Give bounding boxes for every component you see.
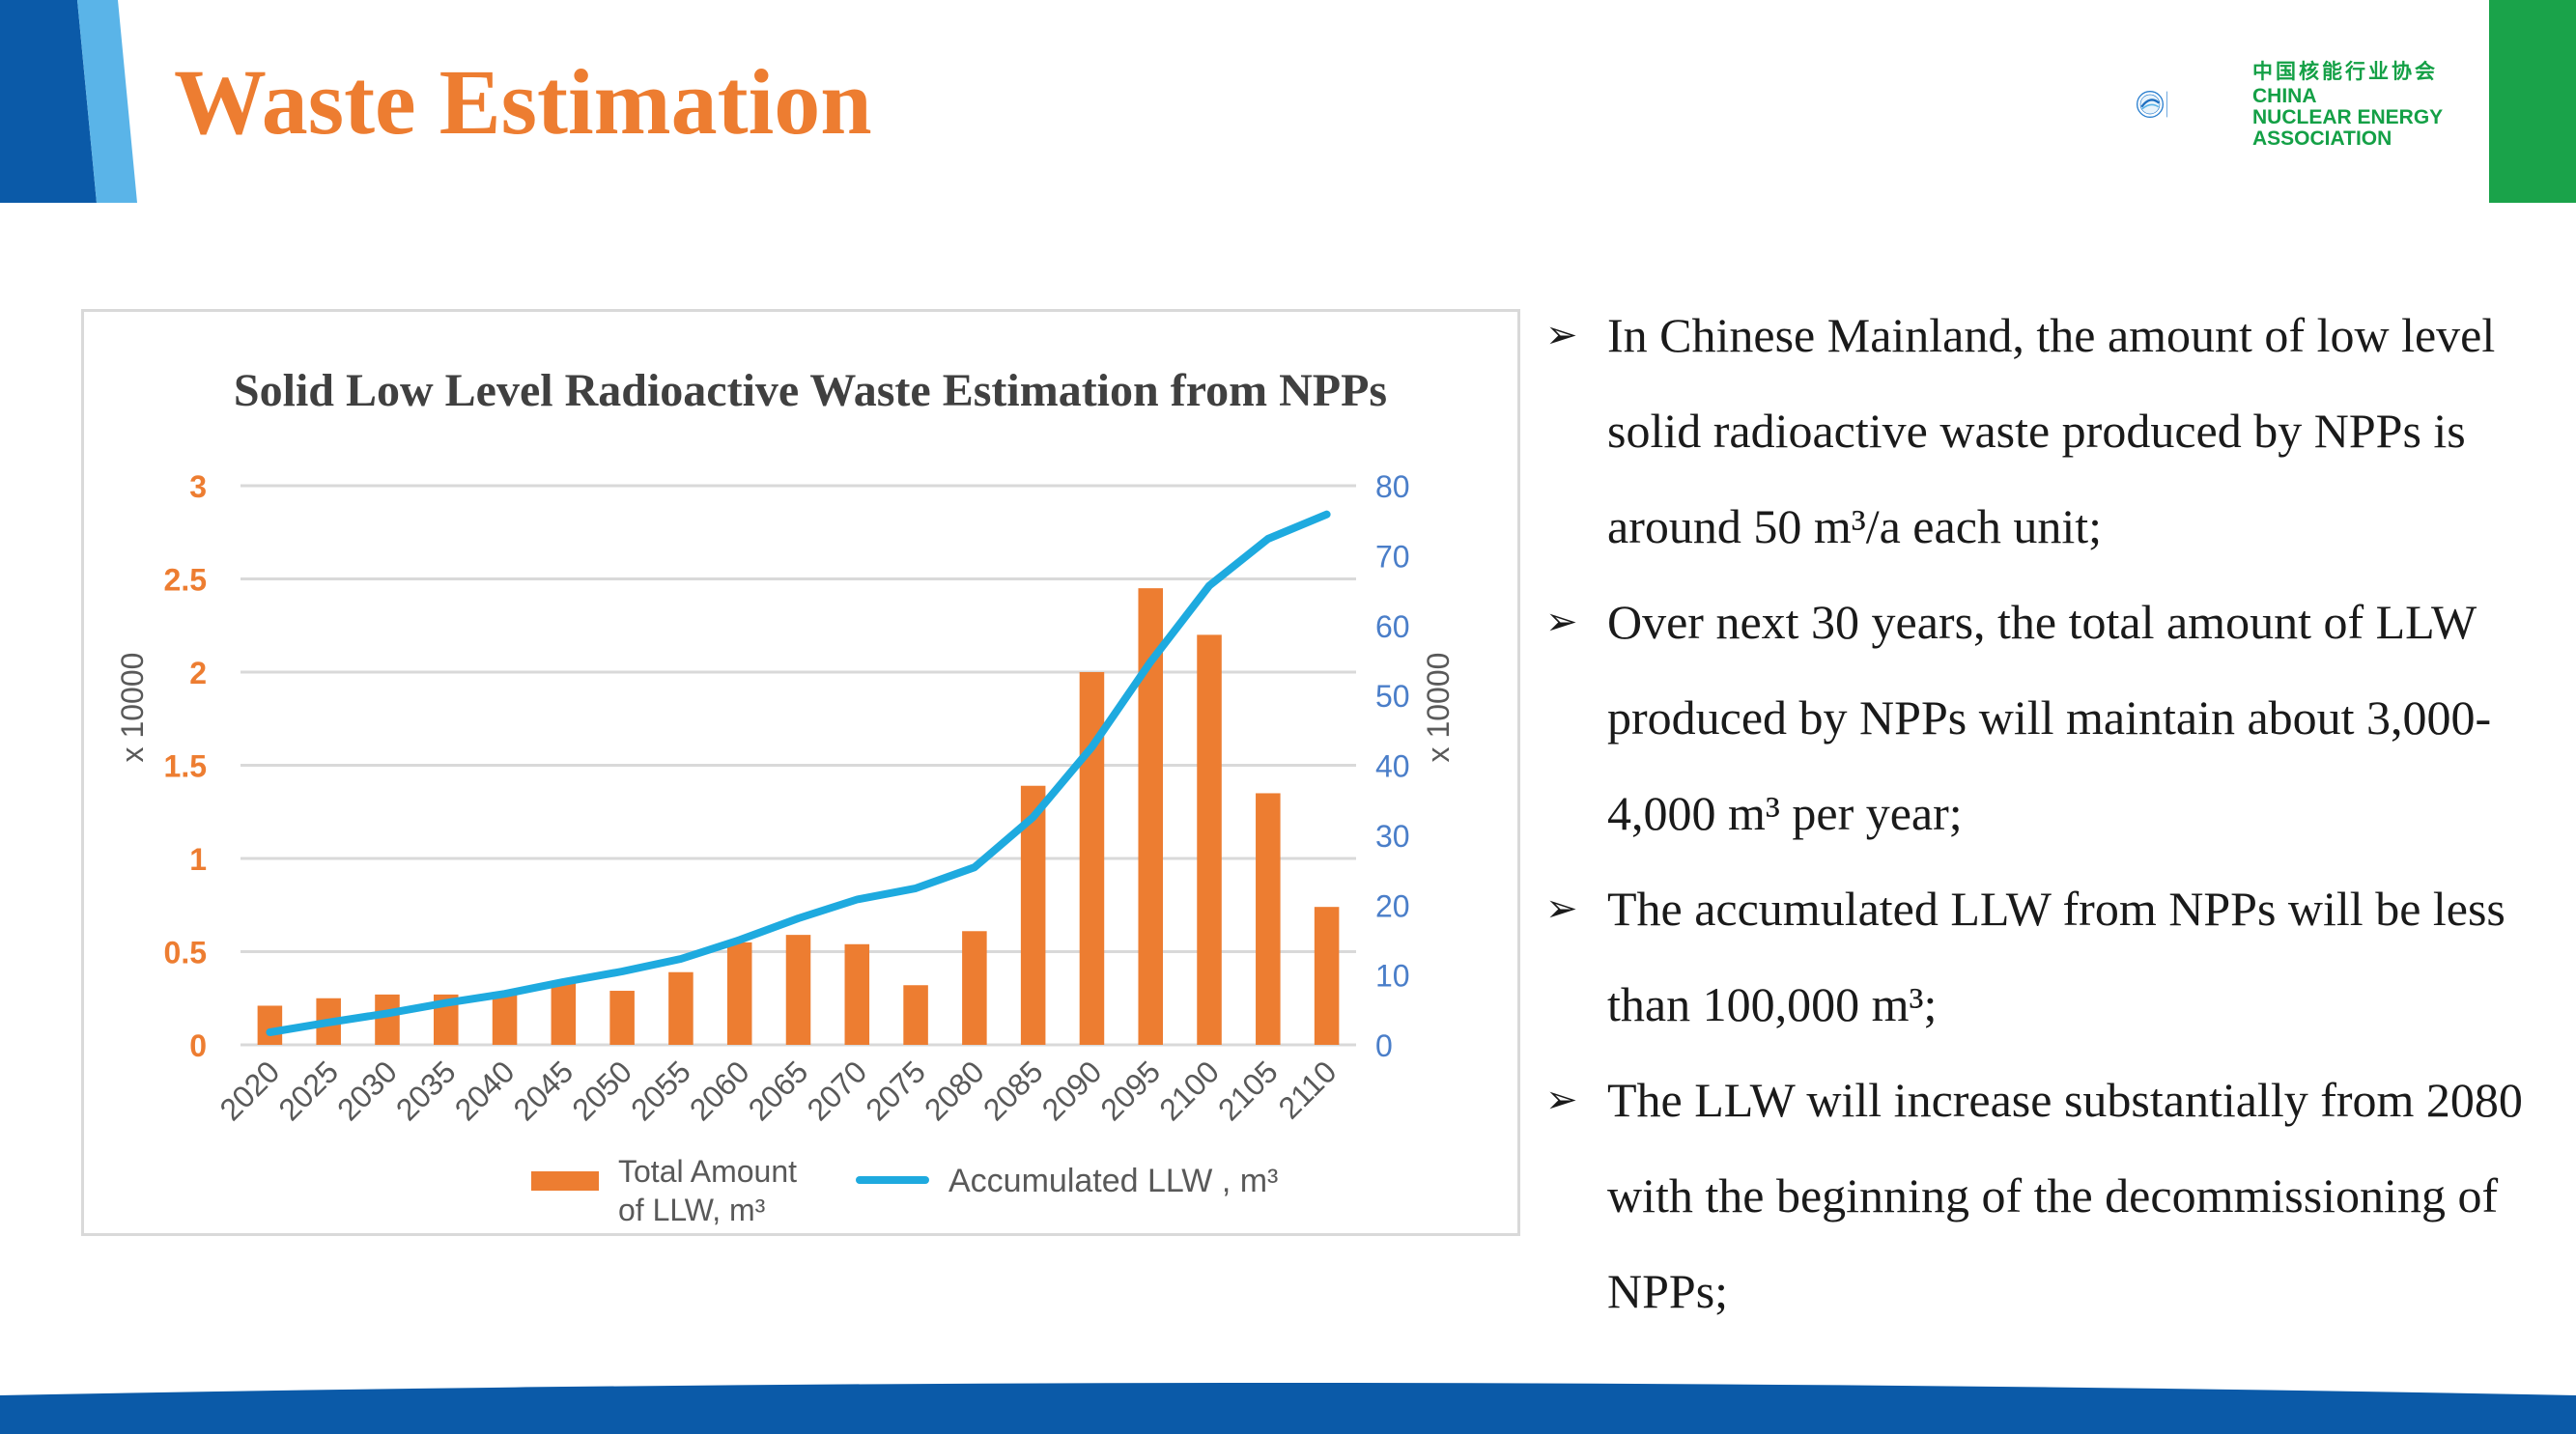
bar-2100 — [1197, 634, 1222, 1045]
x-tick-label: 2045 — [506, 1054, 580, 1127]
x-tick-label: 2075 — [859, 1054, 932, 1127]
right-axis-tick-label: 40 — [1375, 749, 1410, 784]
logo-en-line1: CHINA — [2252, 85, 2317, 107]
right-axis-tick-label: 50 — [1375, 679, 1410, 714]
left-axis-tick-label: 0.5 — [164, 936, 207, 970]
chart-frame — [81, 309, 1520, 1236]
arrow-bullet-icon: ➢ — [1545, 600, 1578, 644]
x-tick-label: 2080 — [918, 1054, 991, 1127]
right-axis-tick-label: 0 — [1375, 1028, 1393, 1063]
left-axis-tick-label: 1 — [189, 842, 207, 877]
bullet-item: ➢ Over next 30 years, the total amount o… — [1545, 575, 2550, 861]
bullet-list: ➢ In Chinese Mainland, the amount of low… — [1545, 288, 2550, 1339]
header-accent-band — [0, 0, 137, 203]
x-tick-label: 2055 — [624, 1054, 697, 1127]
x-tick-label: 2025 — [271, 1054, 345, 1127]
bar-2040 — [492, 992, 518, 1045]
x-tick-label: 2110 — [1271, 1054, 1343, 1125]
right-axis-tick-label: 60 — [1375, 609, 1410, 644]
x-tick-label: 2090 — [1035, 1054, 1109, 1127]
bar-2065 — [785, 935, 811, 1045]
x-tick-label: 2095 — [1093, 1054, 1167, 1127]
x-tick-label: 2050 — [565, 1054, 638, 1127]
x-tick-label: 2035 — [389, 1054, 463, 1127]
bar-2030 — [375, 994, 400, 1045]
right-axis-tick-label: 80 — [1375, 469, 1410, 504]
bar-2055 — [668, 971, 694, 1045]
left-axis-tick-label: 2.5 — [164, 563, 207, 598]
x-tick-label: 2070 — [800, 1054, 873, 1127]
left-axis-tick-label: 2 — [189, 656, 207, 690]
arrow-bullet-icon: ➢ — [1545, 313, 1578, 357]
footer-band — [0, 1383, 2576, 1434]
x-tick-label: 2100 — [1152, 1054, 1226, 1127]
right-axis-tick-label: 70 — [1375, 539, 1410, 574]
bullet-item: ➢ The LLW will increase substantially fr… — [1545, 1053, 2550, 1339]
bar-2105 — [1256, 793, 1281, 1045]
bullet-text: In Chinese Mainland, the amount of low l… — [1607, 308, 2496, 553]
header-accent-band-right — [2489, 0, 2576, 203]
legend-label-line2: of LLW, m³ — [618, 1193, 766, 1227]
legend-swatch-bar — [531, 1171, 599, 1191]
bullet-text: The LLW will increase substantially from… — [1607, 1073, 2523, 1318]
bar-2050 — [609, 991, 635, 1045]
logo-cn-text: 中国核能行业协会 — [2252, 61, 2438, 83]
bar-2070 — [844, 943, 870, 1045]
bullet-text: Over next 30 years, the total amount of … — [1607, 595, 2492, 840]
bar-2075 — [903, 985, 928, 1045]
arrow-bullet-icon: ➢ — [1545, 1078, 1578, 1122]
bullet-text: The accumulated LLW from NPPs will be le… — [1607, 882, 2505, 1031]
right-axis-tick-label: 10 — [1375, 959, 1410, 994]
accumulated-llw-line — [266, 510, 1331, 1036]
x-tick-label: 2065 — [742, 1054, 815, 1127]
bar-2045 — [551, 983, 577, 1045]
bullet-item: ➢ In Chinese Mainland, the amount of low… — [1545, 288, 2550, 575]
x-tick-label: 2040 — [448, 1054, 522, 1127]
bar-2080 — [962, 931, 987, 1045]
arrow-bullet-icon: ➢ — [1545, 886, 1578, 931]
bar-2110 — [1314, 907, 1340, 1045]
bar-2020 — [257, 1005, 283, 1045]
bar-2060 — [726, 942, 752, 1045]
x-tick-label: 2105 — [1211, 1054, 1285, 1127]
legend-item-accumulated: Accumulated LLW , m³ — [856, 1163, 1278, 1199]
left-axis-tick-label: 0 — [189, 1028, 207, 1063]
legend-item-total-amount: Total Amount of LLW, m³ — [531, 1154, 797, 1227]
right-axis-label: x 10000 — [1421, 653, 1456, 763]
x-tick-label: 2060 — [683, 1054, 756, 1127]
legend-label-line1: Total Amount — [618, 1154, 797, 1189]
right-axis-tick-label: 20 — [1375, 888, 1410, 923]
left-axis-tick-label: 3 — [189, 469, 207, 504]
logo-en-line3: ASSOCIATION — [2252, 127, 2392, 150]
cnea-globe-icon — [2137, 91, 2167, 118]
slide-title: Waste Estimation — [174, 50, 872, 154]
left-axis-tick-label: 1.5 — [164, 749, 207, 784]
logo-text: 中国核能行业协会 CHINA NUCLEAR ENERGY ASSOCIATIO… — [2252, 62, 2443, 150]
waste-estimation-chart: Solid Low Level Radioactive Waste Estima… — [115, 365, 1456, 1227]
right-axis-tick-label: 30 — [1375, 819, 1410, 854]
x-tick-label: 2020 — [213, 1054, 287, 1127]
chart-title: Solid Low Level Radioactive Waste Estima… — [234, 365, 1387, 416]
left-axis-label: x 10000 — [115, 653, 150, 763]
x-tick-label: 2030 — [330, 1054, 404, 1127]
x-tick-label: 2085 — [977, 1054, 1050, 1127]
logo-en-line2: NUCLEAR ENERGY — [2252, 106, 2444, 128]
bullet-item: ➢ The accumulated LLW from NPPs will be … — [1545, 861, 2550, 1053]
legend-label: Accumulated LLW , m³ — [948, 1163, 1278, 1199]
